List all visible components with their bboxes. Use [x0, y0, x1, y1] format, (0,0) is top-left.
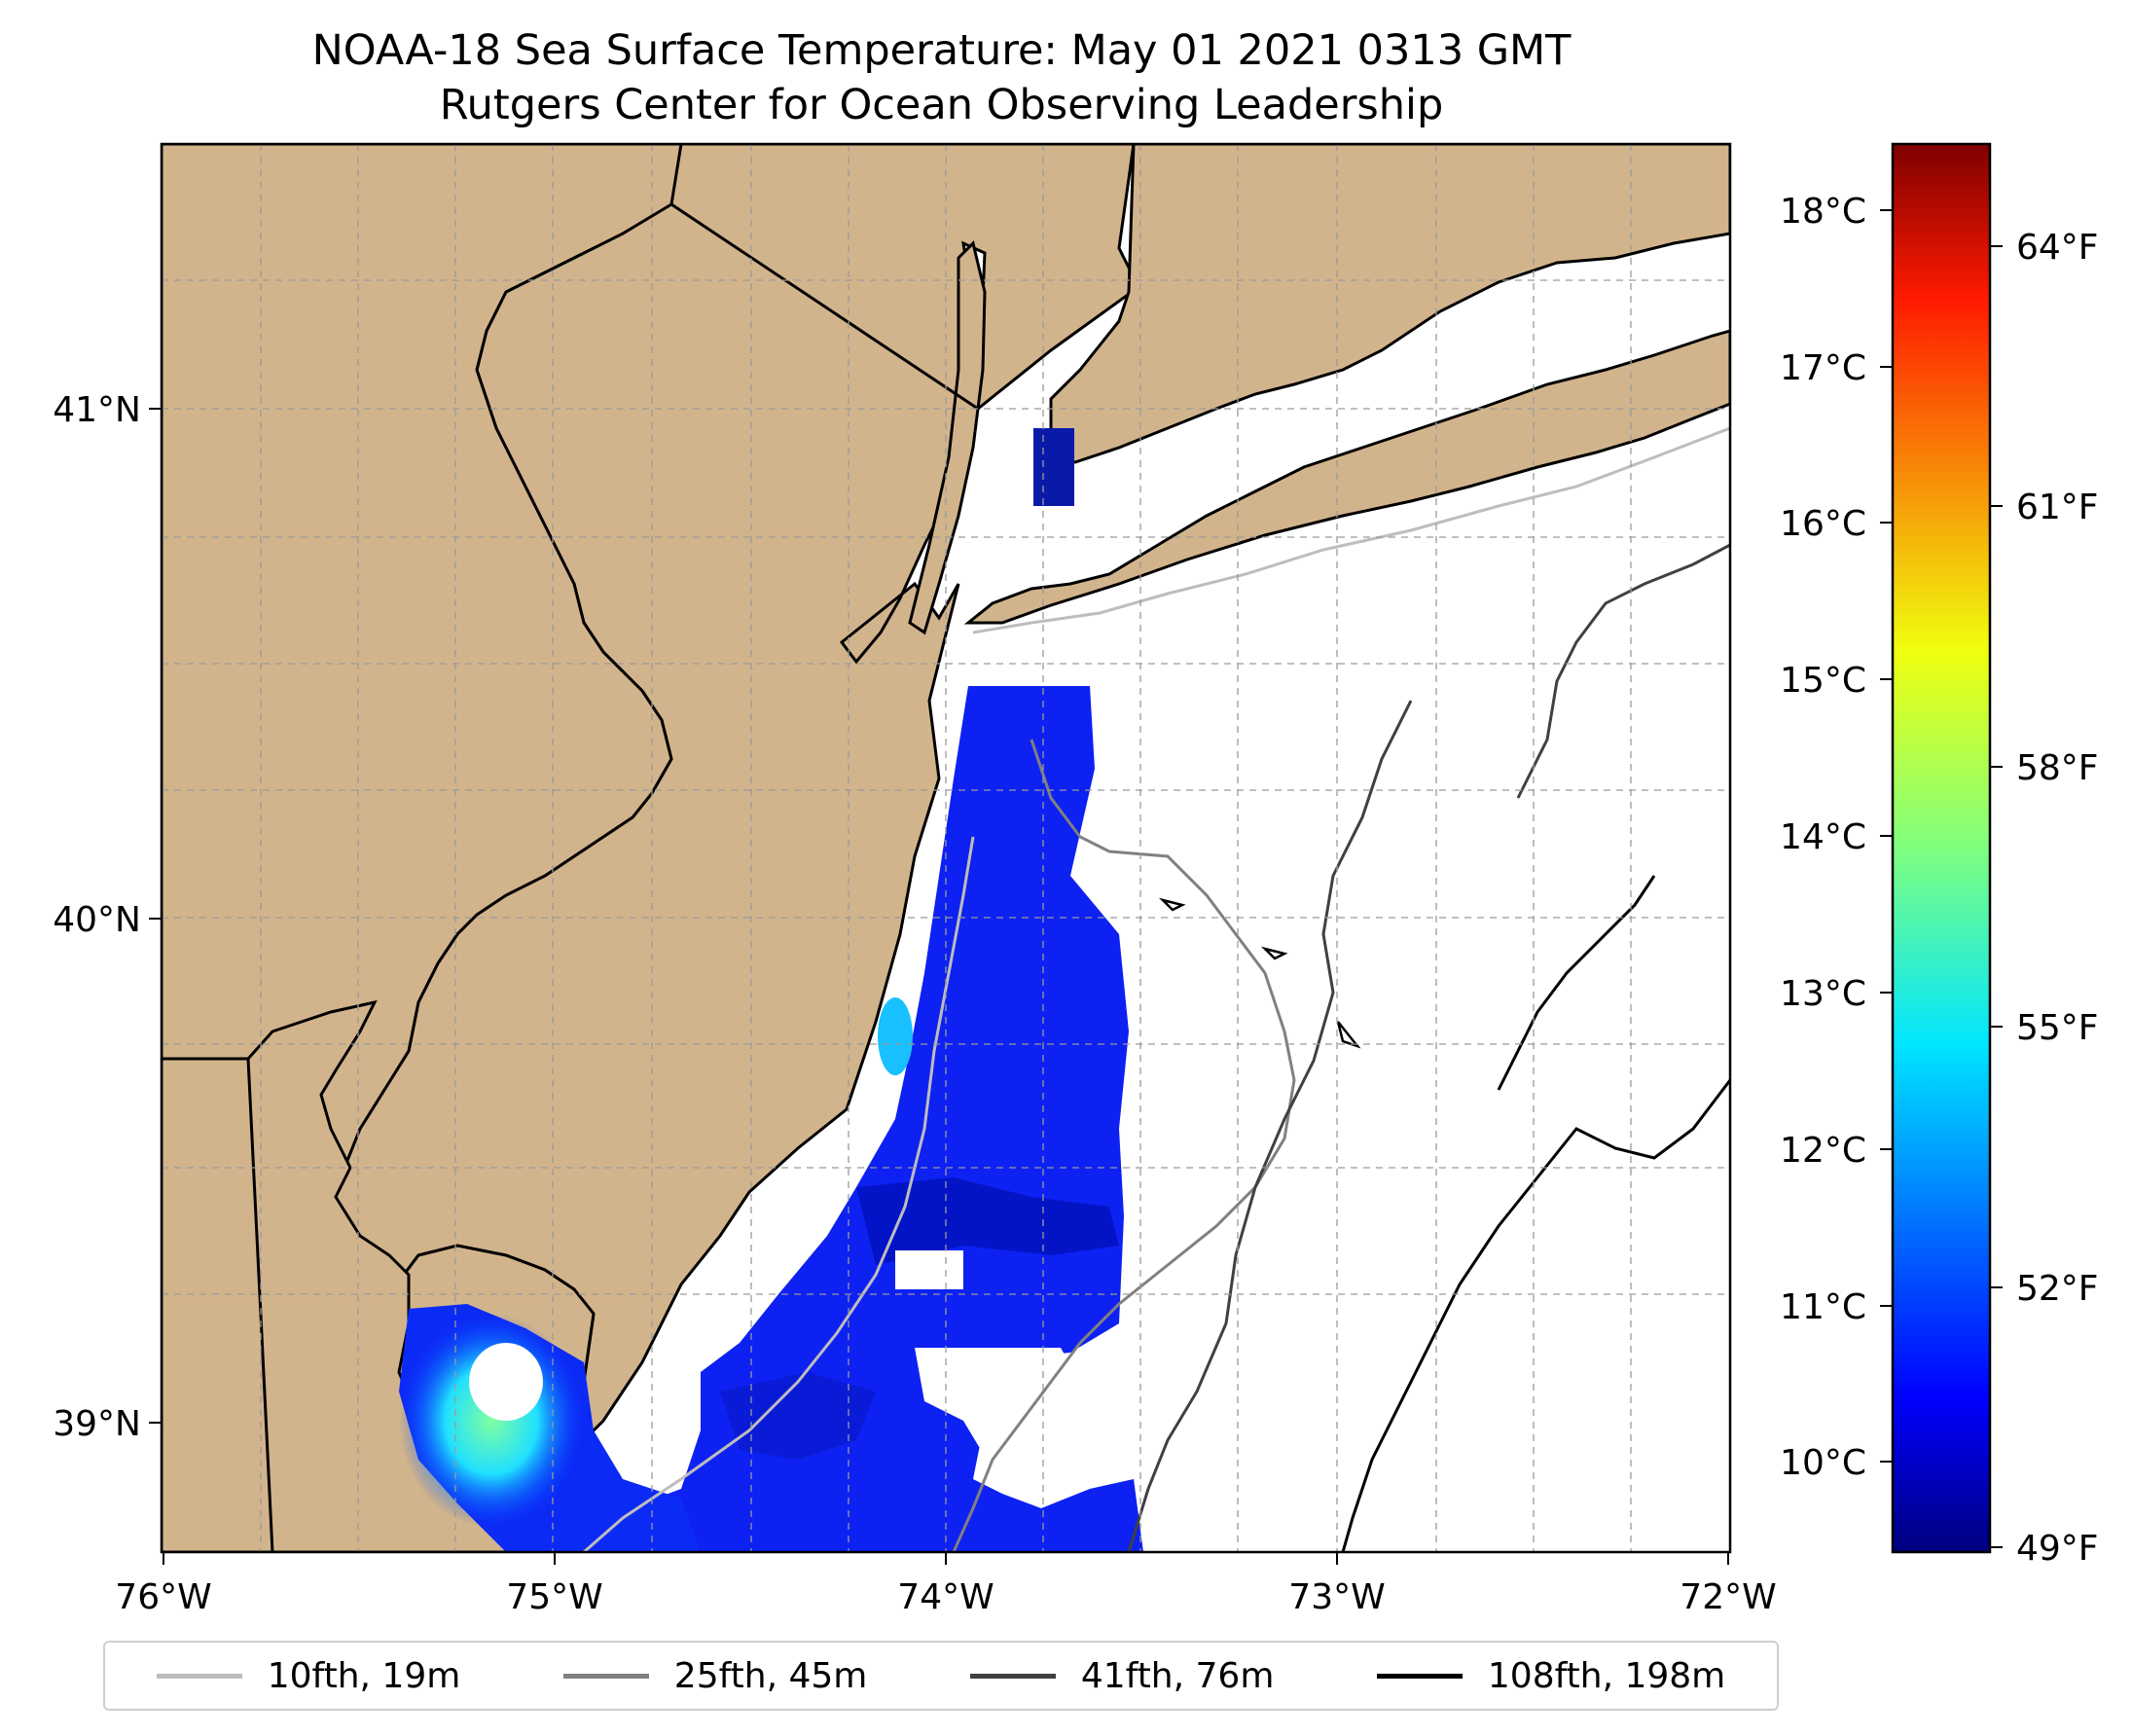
axis-ticks [149, 408, 1729, 1565]
colorbar-celsius-label: 17°C [1780, 348, 1866, 388]
lat-tick-label: 40°N [53, 900, 141, 940]
legend-swatch [969, 1673, 1056, 1679]
sst-nearshore-warm [878, 997, 913, 1075]
sst-cloud-gap-2 [895, 1250, 963, 1289]
isobath-108fth [1341, 875, 1730, 1552]
isobath-10fth [583, 426, 1730, 1552]
lon-tick-label: 72°W [1680, 1577, 1776, 1617]
title-block: NOAA-18 Sea Surface Temperature: May 01 … [0, 23, 1883, 132]
land-connecticut [1049, 144, 1730, 464]
colorbar-celsius-label: 13°C [1780, 974, 1866, 1014]
sst-cold-core [720, 1372, 876, 1460]
colorbar-celsius-label: 11°C [1780, 1287, 1866, 1327]
colorbar-celsius-label: 15°C [1780, 661, 1866, 701]
map-subtitle: Rutgers Center for Ocean Observing Leade… [439, 81, 1444, 129]
colorbar-fahrenheit-label: 49°F [2016, 1529, 2099, 1569]
colorbar-fahrenheit-label: 64°F [2016, 228, 2099, 268]
graticule [162, 144, 1730, 1552]
colorbar-fahrenheit-label: 52°F [2016, 1269, 2099, 1309]
legend-item: 108fth, 198m [1376, 1655, 1726, 1696]
legend-item: 25fth, 45m [562, 1655, 868, 1696]
lon-tick-label: 73°W [1288, 1577, 1385, 1617]
lat-tick-label: 39°N [53, 1404, 141, 1444]
colorbar-fahrenheit-label: 61°F [2016, 488, 2099, 527]
isobath-small-contours [1158, 897, 1361, 1049]
lon-tick-label: 74°W [897, 1577, 994, 1617]
legend-label: 108fth, 198m [1487, 1655, 1726, 1696]
land-long-island [963, 329, 1730, 625]
legend-swatch [562, 1673, 649, 1679]
legend-item: 10fth, 19m [156, 1655, 461, 1696]
legend-swatch [1376, 1673, 1463, 1679]
isobath-legend: 10fth, 19m 25fth, 45m 41fth, 76m 108fth,… [103, 1641, 1779, 1711]
map-panel [162, 144, 1730, 1552]
legend-label: 25fth, 45m [673, 1655, 868, 1696]
legend-swatch [156, 1673, 242, 1679]
state-border-ny-nj [670, 202, 979, 411]
sst-main-field [603, 686, 1143, 1552]
colorbar-celsius-label: 14°C [1780, 817, 1866, 857]
state-border-pa-de [162, 1057, 274, 1552]
isobath-25fth [952, 739, 1296, 1552]
sst-bay-pixels [1033, 428, 1074, 506]
sst-warm-patch [399, 1314, 584, 1528]
sst-dark-band [856, 1177, 1119, 1265]
land-manhattan [908, 240, 987, 635]
map-title: NOAA-18 Sea Surface Temperature: May 01 … [311, 26, 1572, 75]
colorbar-celsius-label: 10°C [1780, 1443, 1866, 1483]
colorbar-celsius-ticks [1880, 209, 1893, 1463]
sst-cloud-gap [469, 1343, 543, 1421]
lon-tick-label: 76°W [115, 1577, 211, 1617]
colorbar-celsius-label: 18°C [1780, 192, 1866, 232]
legend-label: 41fth, 76m [1080, 1655, 1275, 1696]
colorbar-fahrenheit-ticks [1990, 245, 2003, 1548]
colorbar-celsius-label: 16°C [1780, 504, 1866, 544]
sst-cloud-gap-3 [915, 1348, 1138, 1489]
colorbar-celsius-label: 12°C [1780, 1131, 1866, 1171]
lon-tick-label: 75°W [506, 1577, 602, 1617]
legend-item: 41fth, 76m [969, 1655, 1275, 1696]
colorbar-fahrenheit-label: 58°F [2016, 748, 2099, 788]
isobath-41fth [1127, 543, 1730, 1552]
colorbar [1891, 142, 1992, 1554]
colorbar-fahrenheit-label: 55°F [2016, 1008, 2099, 1048]
legend-label: 10fth, 19m [267, 1655, 461, 1696]
lat-tick-label: 41°N [53, 390, 141, 430]
